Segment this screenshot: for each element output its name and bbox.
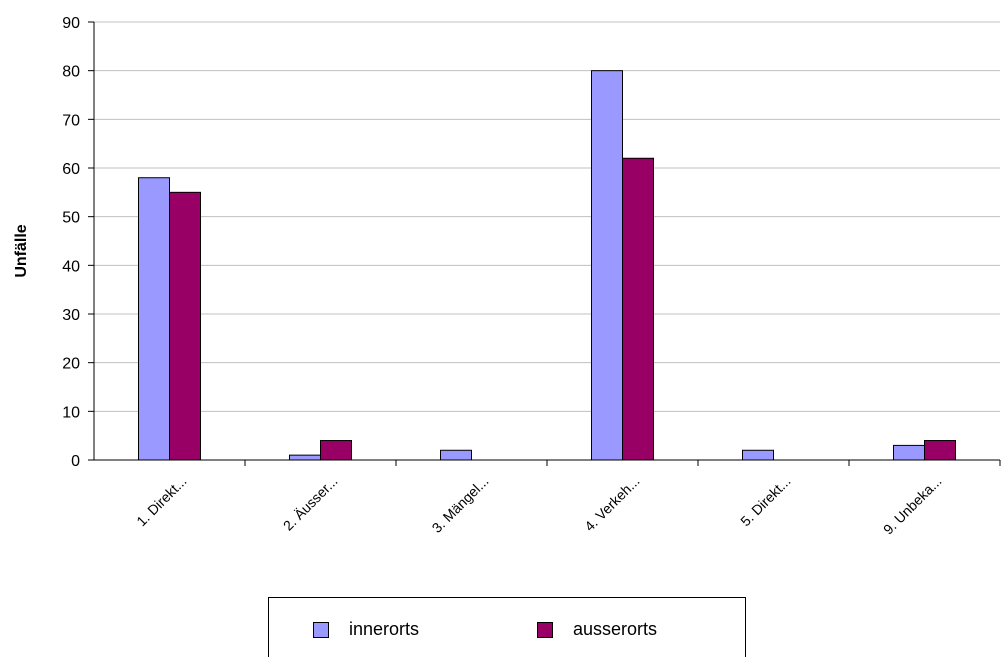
legend: innerorts ausserorts [268,597,746,657]
y-tick-label: 90 [62,15,80,32]
y-tick-labels: 0 10 20 30 40 50 60 70 80 90 [62,15,80,470]
y-axis-label: Unfälle [13,224,30,277]
bars [138,70,956,461]
y-tick-label: 70 [62,112,80,129]
y-tick-label: 20 [62,356,80,373]
bar-innerorts [591,70,623,461]
x-tick-label: 5. Direkt... [737,473,793,529]
legend-label-ausserorts: ausserorts [573,619,658,639]
axes [88,21,1001,466]
x-tick-label: 1. Direkt... [133,473,189,529]
bar-innerorts [440,449,472,461]
y-tick-label: 30 [62,307,80,324]
bar-chart: 0 10 20 30 40 50 60 70 80 90 1. Direkt... 2. Äusse… [13,15,1001,538]
bar-innerorts [138,177,170,461]
y-tick-label: 40 [62,258,80,275]
x-tick-labels: 1. Direkt... 2. Äusser... 3. Mängel... 4. V… [133,473,944,538]
x-tick-label: 4. Verkeh... [581,473,642,534]
bar-ausserorts [622,157,654,461]
legend-swatch-ausserorts [537,621,553,638]
y-tick-label: 60 [62,161,80,178]
y-tick-label: 50 [62,210,80,227]
y-tick-label: 0 [71,453,80,470]
y-tick-label: 10 [62,404,80,421]
bar-ausserorts [924,440,956,461]
bar-innerorts [742,449,774,461]
legend-swatch-innerorts [313,621,329,638]
bar-innerorts [893,444,925,461]
gridlines [94,21,1000,412]
bar-ausserorts [320,440,352,461]
bar-innerorts [289,454,321,461]
legend-item-ausserorts: ausserorts [537,619,657,640]
x-tick-label: 3. Mängel... [429,473,492,536]
x-tick-label: 2. Äusser... [280,473,341,534]
legend-label-innerorts: innerorts [349,619,420,639]
y-tick-label: 80 [62,64,80,81]
x-tick-label: 9. Unbeka... [880,473,945,538]
legend-item-innerorts: innerorts [313,619,419,640]
bar-ausserorts [169,191,201,461]
